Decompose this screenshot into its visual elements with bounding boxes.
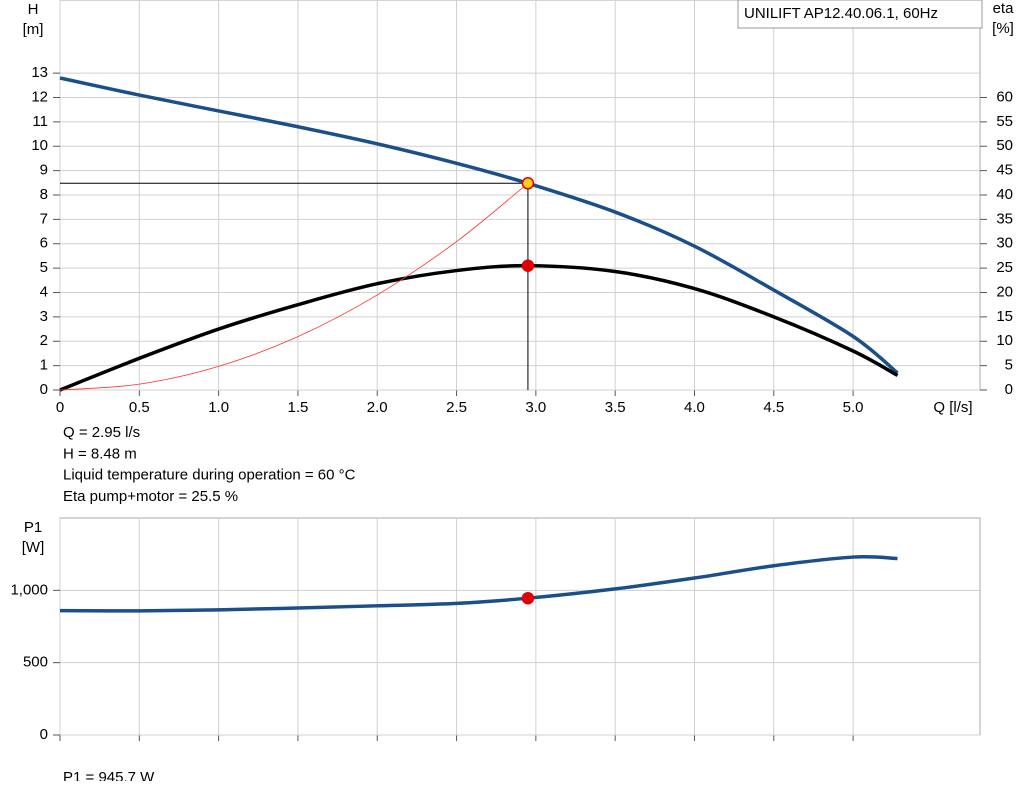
y-tick-label: 2: [40, 332, 48, 349]
y2-tick-label: 30: [996, 235, 1013, 252]
y-tick-label: 9: [40, 162, 48, 179]
info-text: Q = 2.95 l/s: [63, 424, 140, 441]
info-text: P1 = 945.7 W: [63, 769, 155, 781]
y-tick-label: 5: [40, 259, 48, 276]
series-line: [59, 76, 899, 375]
y-axis-unit: [W]: [22, 539, 45, 556]
y-tick-label: 11: [32, 113, 48, 130]
x-tick-label: 4.5: [763, 399, 784, 416]
y-axis-unit: [m]: [23, 21, 44, 38]
x-axis-label: Q [l/s]: [933, 399, 972, 416]
y2-axis-label: eta: [993, 0, 1015, 17]
y-tick-label: 500: [23, 654, 48, 671]
y-tick-label: 0: [40, 726, 48, 743]
y-tick-label: 1,000: [10, 581, 48, 598]
operating-point: [521, 591, 535, 605]
y2-tick-label: 0: [1005, 381, 1013, 398]
operating-point: [521, 259, 535, 272]
y2-tick-label: 10: [996, 332, 1013, 349]
x-tick-label: 1.5: [288, 399, 309, 416]
y2-axis-unit: [%]: [992, 20, 1014, 37]
x-tick-label: 1.0: [208, 399, 229, 416]
info-text: Eta pump+motor = 25.5 %: [63, 488, 238, 505]
x-tick-label: 0: [56, 399, 64, 416]
y-tick-label: 8: [40, 186, 48, 203]
y2-tick-label: 60: [996, 88, 1013, 105]
operating-point: [521, 177, 535, 190]
legend-title: UNILIFT AP12.40.06.1, 60Hz: [744, 5, 938, 22]
y-axis-label: P1: [24, 519, 42, 536]
x-tick-label: 3.0: [525, 399, 546, 416]
series-line: [59, 554, 898, 613]
y-tick-label: 1: [40, 357, 48, 374]
y2-tick-label: 55: [996, 113, 1013, 130]
y-tick-label: 0: [40, 381, 48, 398]
y-axis-label: H: [28, 1, 39, 18]
x-tick-label: 2.5: [446, 399, 467, 416]
y-tick-label: 12: [31, 88, 48, 105]
y2-tick-label: 5: [1005, 357, 1013, 374]
y-tick-label: 6: [40, 235, 48, 252]
y-tick-label: 3: [40, 308, 48, 325]
y2-tick-label: 45: [996, 162, 1013, 179]
x-tick-label: 2.0: [367, 399, 388, 416]
info-text: H = 8.48 m: [63, 445, 137, 462]
x-tick-label: 4.0: [684, 399, 705, 416]
y-tick-label: 10: [31, 137, 48, 154]
y2-tick-label: 20: [996, 283, 1013, 300]
y2-tick-label: 15: [996, 308, 1013, 325]
plot-area: [59, 517, 981, 736]
legend-box: [737, 0, 983, 29]
y2-tick-label: 35: [996, 210, 1013, 227]
x-tick-label: 5.0: [843, 399, 864, 416]
y-tick-label: 7: [40, 210, 48, 227]
x-tick-label: 0.5: [129, 399, 150, 416]
series-line: [59, 182, 529, 391]
info-text: Liquid temperature during operation = 60…: [63, 467, 356, 484]
y-tick-label: 13: [31, 64, 48, 81]
series-line: [59, 263, 899, 392]
y2-tick-label: 50: [996, 137, 1013, 154]
y2-tick-label: 25: [996, 259, 1013, 276]
y2-tick-label: 40: [996, 186, 1013, 203]
y-tick-label: 4: [40, 283, 48, 300]
x-tick-label: 3.5: [605, 399, 626, 416]
